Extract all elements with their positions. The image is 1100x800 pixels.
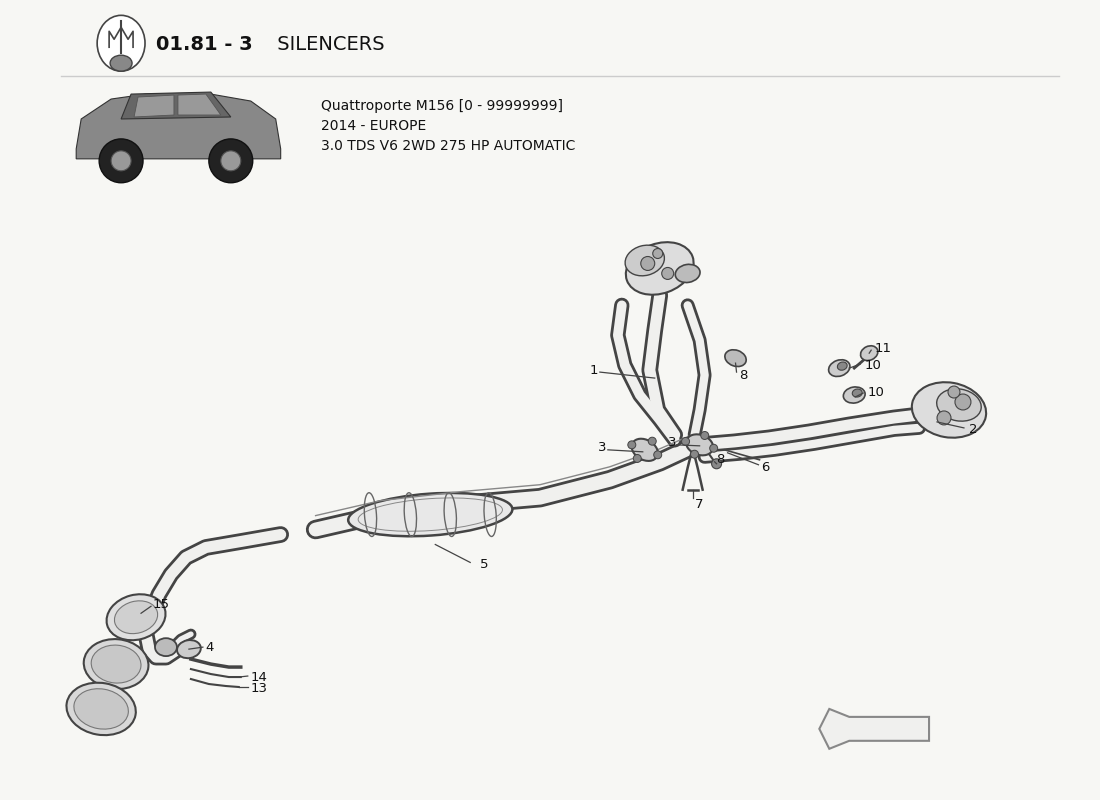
Text: 3: 3 [598, 442, 606, 454]
Ellipse shape [74, 689, 129, 729]
Ellipse shape [937, 389, 981, 421]
Ellipse shape [110, 55, 132, 71]
Circle shape [648, 438, 657, 445]
Text: 10: 10 [865, 358, 881, 372]
Polygon shape [121, 92, 231, 119]
Ellipse shape [631, 438, 658, 461]
Text: 5: 5 [481, 558, 488, 571]
Text: 1: 1 [590, 364, 598, 377]
Circle shape [948, 386, 960, 398]
Ellipse shape [155, 638, 177, 656]
Circle shape [209, 139, 253, 182]
Text: 8: 8 [716, 454, 725, 466]
Ellipse shape [97, 15, 145, 71]
Text: 11: 11 [874, 342, 891, 354]
Circle shape [691, 450, 698, 458]
Ellipse shape [177, 640, 201, 658]
Text: 15: 15 [153, 598, 170, 610]
Circle shape [111, 151, 131, 170]
Circle shape [710, 444, 717, 452]
Circle shape [682, 438, 690, 446]
Circle shape [652, 249, 662, 258]
Text: 14: 14 [251, 670, 267, 683]
Text: 10: 10 [867, 386, 884, 398]
Circle shape [662, 267, 673, 279]
Ellipse shape [860, 346, 878, 361]
Circle shape [221, 151, 241, 170]
Ellipse shape [91, 645, 141, 683]
Polygon shape [820, 709, 930, 749]
Ellipse shape [66, 682, 135, 735]
Ellipse shape [114, 601, 157, 634]
Circle shape [955, 394, 971, 410]
Text: 01.81 - 3: 01.81 - 3 [156, 34, 253, 54]
Ellipse shape [725, 350, 746, 366]
Circle shape [641, 257, 654, 270]
Polygon shape [178, 94, 221, 115]
Circle shape [937, 411, 952, 425]
Text: SILENCERS: SILENCERS [271, 34, 384, 54]
Ellipse shape [828, 360, 850, 377]
Ellipse shape [912, 382, 986, 438]
Ellipse shape [837, 362, 847, 370]
Ellipse shape [675, 264, 700, 282]
Text: 3.0 TDS V6 2WD 275 HP AUTOMATIC: 3.0 TDS V6 2WD 275 HP AUTOMATIC [320, 139, 575, 153]
Text: 2: 2 [969, 423, 978, 436]
Text: Quattroporte M156 [0 - 99999999]: Quattroporte M156 [0 - 99999999] [320, 99, 562, 113]
Ellipse shape [84, 639, 148, 689]
Circle shape [712, 458, 722, 469]
Text: 13: 13 [251, 682, 267, 695]
Ellipse shape [844, 387, 865, 403]
Ellipse shape [626, 242, 694, 294]
Circle shape [99, 139, 143, 182]
Ellipse shape [625, 245, 664, 276]
Text: 2014 - EUROPE: 2014 - EUROPE [320, 119, 426, 133]
Ellipse shape [852, 389, 862, 397]
Text: 6: 6 [761, 462, 770, 474]
Ellipse shape [107, 594, 165, 640]
Polygon shape [134, 95, 174, 117]
Text: 8: 8 [739, 369, 748, 382]
Ellipse shape [686, 434, 713, 455]
Text: 7: 7 [694, 498, 703, 511]
Text: 3: 3 [668, 436, 676, 450]
Ellipse shape [349, 493, 513, 536]
Circle shape [628, 441, 636, 449]
Circle shape [701, 431, 708, 439]
Circle shape [653, 451, 662, 458]
Text: 4: 4 [206, 641, 214, 654]
Circle shape [634, 454, 641, 462]
Polygon shape [76, 94, 280, 159]
